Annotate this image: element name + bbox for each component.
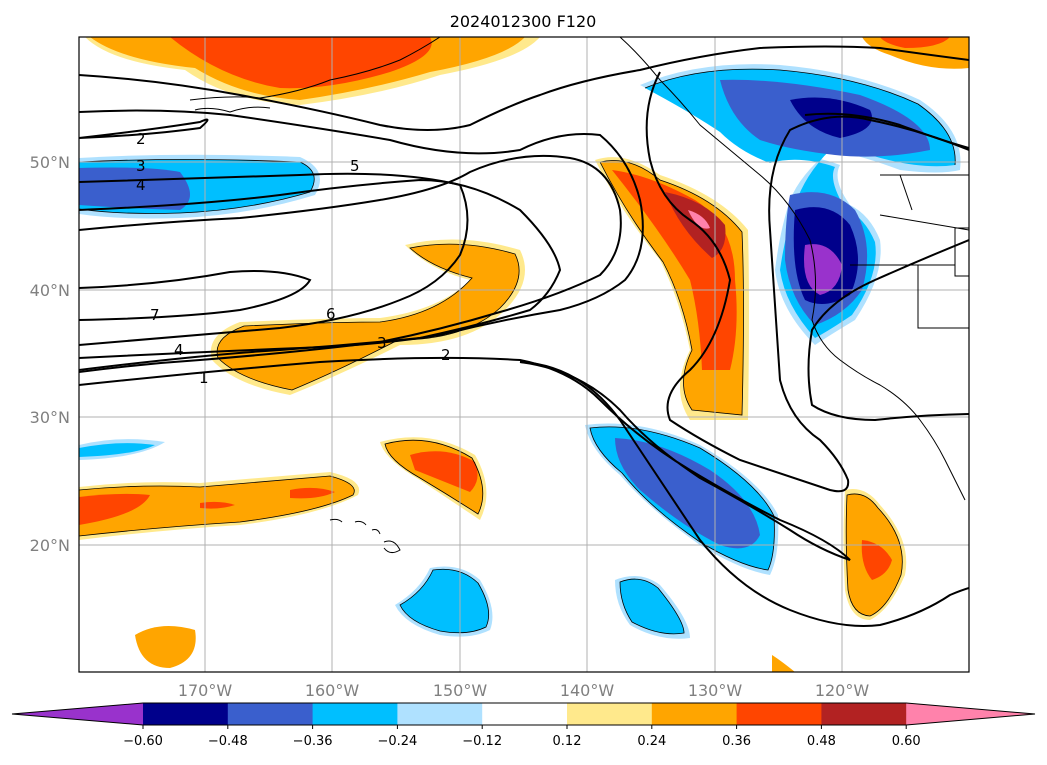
height-contours [79,45,969,627]
lon-label-120w: 120°W [815,681,870,700]
lat-label-30n: 30°N [30,408,70,427]
contour-label: 3 [136,157,146,175]
colorbar-segment [143,703,229,725]
colorbar-segment [651,703,738,725]
colorbar-tick-label: −0.60 [123,734,163,749]
colorbar-tick-label: −0.48 [208,734,248,749]
contour-label: 2 [136,130,146,148]
coastlines [189,37,969,554]
colorbar-tick-label: 0.36 [722,734,751,749]
map-title: 2024012300 F120 [450,12,597,31]
contour-label: 6 [326,305,336,323]
lon-label-150w: 150°W [433,681,488,700]
lon-label-130w: 130°W [688,681,743,700]
lat-label-50n: 50°N [30,153,70,172]
contour-labels: 2 3 4 5 7 6 4 3 2 1 [136,130,451,387]
graticule [79,37,969,672]
colorbar-tick-label: −0.12 [462,734,502,749]
lon-label-160w: 160°W [305,681,360,700]
colorbar-segment [736,703,822,725]
lon-label-140w: 140°W [560,681,615,700]
colorbar-tick-label: 0.48 [807,734,836,749]
lon-label-170w: 170°W [178,681,233,700]
colorbar-extend-max [906,703,1035,725]
colorbar-segment [312,703,398,725]
colorbar-tick-label: −0.24 [377,734,417,749]
lat-label-40n: 40°N [30,281,70,300]
colorbar: −0.60 −0.48 −0.36 −0.24 −0.12 0.12 0.24 0.36 0.4… [11,702,1036,749]
colorbar-extend-min [12,703,143,725]
contour-label: 1 [199,369,209,387]
lat-label-20n: 20°N [30,536,70,555]
colorbar-segment [821,703,907,725]
colorbar-segment [482,703,568,725]
colorbar-tick-label: 0.24 [637,734,666,749]
colorbar-tick-label: −0.36 [293,734,333,749]
contour-label: 5 [350,157,360,175]
colorbar-tick-label: 0.12 [553,734,582,749]
map-panel: 2 3 4 5 7 6 4 3 2 1 [79,37,969,672]
longitude-labels: 170°W 160°W 150°W 140°W 130°W 120°W [178,681,870,700]
colorbar-tick-label: 0.60 [892,734,921,749]
colorbar-segment [227,703,314,725]
contour-label: 4 [136,176,146,194]
colorbar-segment [567,703,653,725]
contour-label: 2 [441,346,451,364]
positive-anomaly-regions [79,37,969,672]
colorbar-segment [397,703,483,725]
latitude-labels: 50°N 40°N 30°N 20°N [30,153,70,555]
map-frame [78,36,970,673]
contour-label: 7 [150,306,160,324]
contour-label: 3 [377,334,387,352]
contour-label: 4 [174,341,184,359]
shading-outlines [79,68,956,635]
